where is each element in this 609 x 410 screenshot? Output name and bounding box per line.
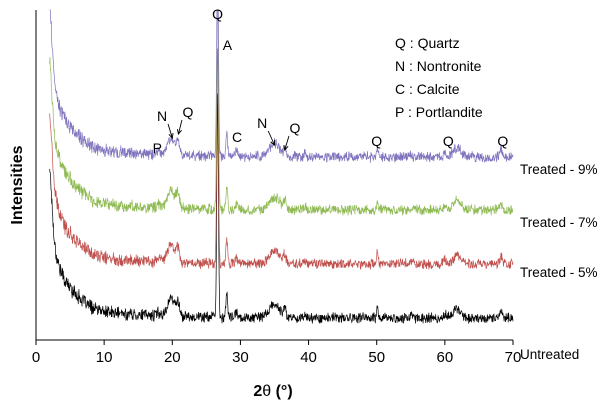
series-label: Treated - 7% [520,215,598,230]
x-axis-title-unit: (°) [271,383,293,400]
peak-label: N [157,108,167,124]
x-tick-label: 50 [368,349,385,366]
legend-code: P [395,104,404,120]
peak-label: Q [497,133,508,149]
peak-arrowhead [168,132,174,139]
peak-label: Q [212,6,223,22]
legend-name: Quartz [418,35,460,51]
legend-code: N [395,58,405,74]
x-axis-title-theta: θ [262,383,271,400]
peak-label: A [223,37,233,53]
legend-name: Portlandite [416,104,483,120]
peak-arrow [284,135,290,151]
peak-arrowhead [270,139,276,146]
legend-entry: Q : Quartz [395,35,460,51]
series-line-treated-5- [49,48,514,270]
series-line-untreated [49,93,514,324]
peak-label: Q [289,120,300,136]
legend-entry: C : Calcite [395,81,460,97]
legend-sep: : [405,58,417,74]
peak-label: P [153,140,162,156]
series-traces [49,9,514,324]
series-line-treated-9- [49,9,514,163]
series-label: Untreated [520,347,579,362]
peak-arrow [167,123,173,139]
x-tick-label: 30 [232,349,249,366]
x-tick-label: 0 [32,349,40,366]
peak-label: Q [371,133,382,149]
legend-sep: : [404,104,416,120]
legend-entry: N : Nontronite [395,58,482,74]
series-label: Treated - 5% [520,265,598,280]
y-axis-title: Intensities [9,145,26,224]
x-axis-title: 2θ (°) [253,383,292,400]
x-tick-label: 40 [300,349,317,366]
legend: Q : Quartz N : Nontronite C : Calcite P … [395,35,483,120]
x-tick-label: 70 [505,349,522,366]
x-tick-label: 10 [96,349,113,366]
legend-code: C [395,81,405,97]
x-tick-label: 60 [437,349,454,366]
peak-arrow [267,130,275,146]
x-axis-title-main: 2 [253,383,262,400]
legend-sep: : [406,35,418,51]
peak-label: C [232,129,242,145]
series-label: Treated - 9% [520,162,598,177]
legend-code: Q [395,35,406,51]
series-labels: Untreated Treated - 5% Treated - 7% Treated… [520,162,598,362]
peak-arrow [177,119,183,135]
series-line-treated-7- [49,9,514,216]
peak-label: Q [443,133,454,149]
legend-sep: : [405,81,417,97]
legend-name: Calcite [417,81,460,97]
legend-name: Nontronite [417,58,482,74]
peak-label: Q [183,104,194,120]
peak-arrowhead [283,144,289,151]
peak-label: N [257,115,267,131]
peak-arrowhead [176,129,182,136]
axes: 0 10 20 30 40 50 60 70 [32,10,522,366]
legend-entry: P : Portlandite [395,104,483,120]
x-tick-label: 20 [164,349,181,366]
